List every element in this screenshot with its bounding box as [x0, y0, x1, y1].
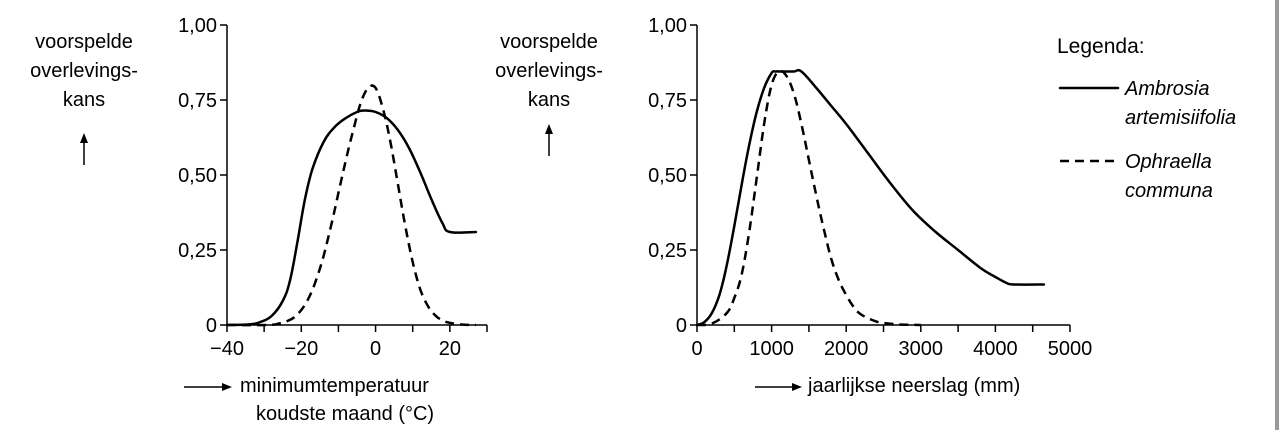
series-line-ophraella: [226, 84, 476, 327]
x-axis-arrow-head: [222, 383, 232, 391]
y-axis-label: kans: [528, 89, 570, 111]
x-tick-label: 20: [439, 338, 461, 360]
y-axis-label: voorspelde: [500, 31, 598, 53]
y-tick-label: 0,25: [178, 240, 217, 262]
y-tick-label: 0,75: [178, 90, 217, 112]
y-axis-label: overlevings-: [30, 60, 138, 82]
y-axis-label: overlevings-: [495, 60, 603, 82]
y-axis-arrow-head: [545, 124, 553, 134]
legend-label-ophraella-1: Ophraella: [1125, 151, 1212, 173]
y-tick-label: 0,75: [648, 90, 687, 112]
series-line-ambrosia: [225, 109, 478, 327]
x-tick-label: 2000: [824, 338, 869, 360]
frame-border: [1275, 0, 1279, 430]
x-axis-label: jaarlijkse neerslag (mm): [807, 375, 1020, 397]
x-tick-label: 5000: [1048, 338, 1093, 360]
y-axis-label: voorspelde: [35, 31, 133, 53]
legend-title: Legenda:: [1057, 35, 1145, 58]
x-axis-label: minimumtemperatuur: [240, 375, 429, 397]
legend-label-ambrosia-1: Ambrosia: [1124, 78, 1209, 100]
y-tick-label: 1,00: [178, 15, 217, 37]
legend-label-ambrosia-2: artemisiifolia: [1125, 107, 1236, 129]
y-tick-label: 0: [676, 315, 687, 337]
chart-temperature: 0 0,25 0,50 0,75 1,00 −40 −20 0 20 voorspelde over…: [30, 15, 488, 425]
legend-label-ophraella-2: communa: [1125, 180, 1213, 202]
legend: Legenda: Ambrosia artemisiifolia Ophrael…: [1057, 35, 1236, 202]
chart-precipitation: 0 0,25 0,50 0,75 1,00 0 1000 2000 3000 4000 5000 vo…: [495, 15, 1092, 397]
x-tick-label: −40: [210, 338, 244, 360]
series-line-ambrosia: [695, 68, 1046, 327]
y-axis-arrow-head: [80, 133, 88, 143]
x-axis-arrow-head: [792, 383, 802, 391]
x-tick-label: 0: [370, 338, 381, 360]
x-axis-label: koudste maand (°C): [256, 403, 434, 425]
x-tick-label: 3000: [899, 338, 944, 360]
y-axis-label: kans: [63, 89, 105, 111]
y-tick-label: 0,25: [648, 240, 687, 262]
x-tick-label: 4000: [973, 338, 1018, 360]
y-tick-label: 0: [206, 315, 217, 337]
x-tick-label: 1000: [749, 338, 794, 360]
y-tick-label: 0,50: [178, 165, 217, 187]
y-tick-label: 1,00: [648, 15, 687, 37]
x-tick-label: −20: [284, 338, 318, 360]
x-tick-label: 0: [691, 338, 702, 360]
series-line-ophraella: [696, 69, 921, 327]
y-tick-label: 0,50: [648, 165, 687, 187]
